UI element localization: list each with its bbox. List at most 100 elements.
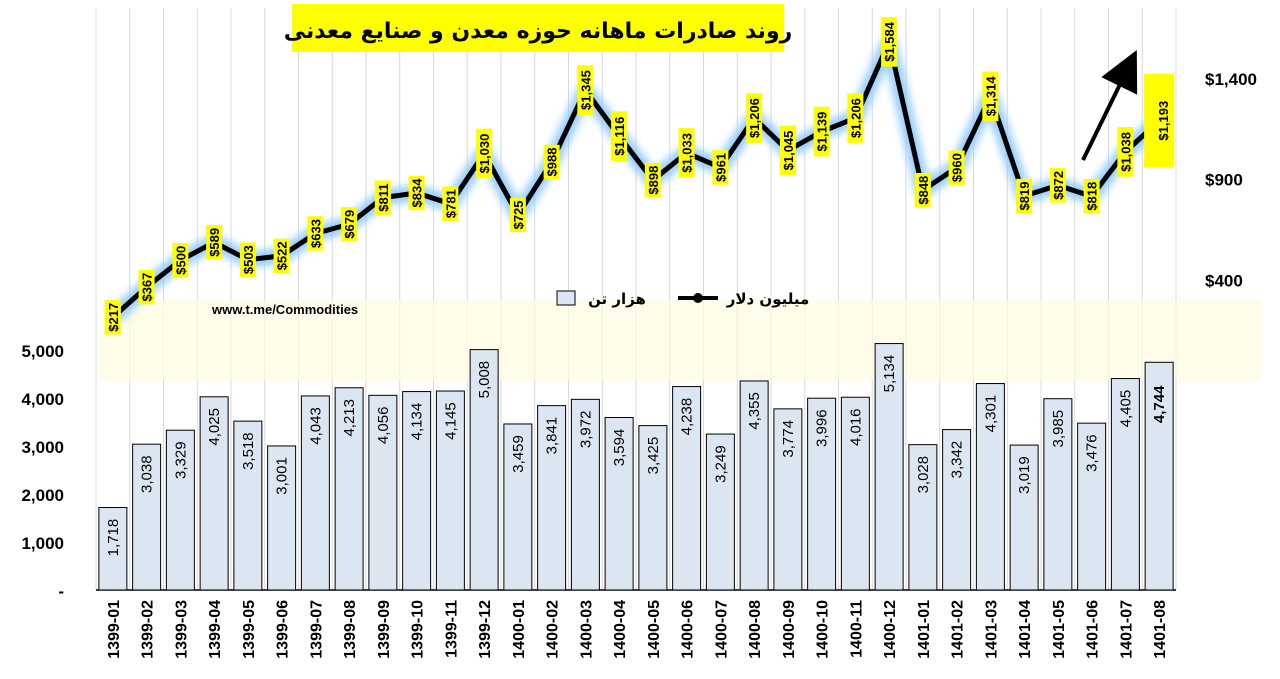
- line-label-box: [374, 180, 391, 215]
- x-tick-1399-10: 1399-10: [410, 600, 427, 659]
- bar-1401-04: [1009, 444, 1039, 591]
- bar-label-1401-07: 4,405: [1117, 390, 1134, 428]
- bar-1399-03: [165, 429, 195, 591]
- line-label-text: $1,038: [1118, 132, 1133, 172]
- line-label-1399-11: $781: [442, 186, 459, 221]
- legend-line-label: میلیون دلار: [726, 290, 810, 308]
- bar-label-1400-04: 3,594: [611, 429, 628, 467]
- line-label-box: [273, 238, 290, 274]
- line-label-1400-02: $988: [543, 144, 560, 180]
- line-label-1400-11: $1,206: [847, 93, 864, 143]
- line-label-box: [746, 93, 763, 143]
- x-tick-1400-12: 1400-12: [882, 600, 899, 659]
- bar-label-1399-06: 3,001: [274, 457, 291, 495]
- bar-label-1400-07: 3,249: [712, 445, 729, 483]
- line-label-box: [476, 128, 493, 179]
- line-label-text: $848: [916, 176, 931, 205]
- bar-1400-01: [503, 423, 533, 591]
- right-tick-1400: $1,400: [1205, 70, 1257, 89]
- line-label-1401-07: $1,038: [1117, 127, 1134, 177]
- chart-title: روند صادرات ماهانه حوزه معدن و صنایع معد…: [284, 4, 792, 52]
- line-label-1400-06: $1,033: [678, 128, 695, 178]
- bar-label-1399-01: 1,718: [105, 519, 122, 557]
- line-label-box: [1016, 178, 1033, 214]
- bar-label-1399-05: 3,518: [240, 432, 257, 470]
- line-label-text: $1,030: [477, 134, 492, 174]
- line-label-1401-02: $960: [948, 150, 965, 185]
- line-label-text: $898: [646, 166, 661, 195]
- x-tick-1399-12: 1399-12: [477, 600, 494, 659]
- line-label-box: [779, 125, 796, 176]
- left-tick-1000: 1,000: [21, 534, 64, 553]
- trend-arrow: [1081, 50, 1138, 161]
- x-tick-1399-03: 1399-03: [173, 600, 190, 659]
- bar-1401-02: [942, 429, 972, 591]
- x-tick-1400-10: 1400-10: [815, 600, 832, 659]
- x-tick-1399-04: 1399-04: [207, 600, 224, 659]
- x-tick-1400-08: 1400-08: [747, 600, 764, 659]
- line-label-text: $1,345: [578, 70, 593, 110]
- line-label-1400-09: $1,045: [779, 125, 796, 176]
- line-label-box: [509, 197, 526, 233]
- bar-1401-06: [1077, 422, 1107, 591]
- line-label-text: $633: [308, 219, 323, 248]
- line-label-1399-09: $811: [374, 180, 391, 215]
- line-label-box: [847, 93, 864, 143]
- line-label-text: $1,314: [983, 76, 998, 117]
- x-tick-1399-11: 1399-11: [443, 600, 460, 658]
- line-label-1401-05: $872: [1049, 168, 1066, 203]
- bar-label-1399-09: 4,056: [375, 407, 392, 445]
- bar-value-labels: 1,718 3,038 3,329 4,025 3,518 3,001 4,043 4,213…: [105, 355, 1168, 557]
- line-label-1400-10: $1,139: [813, 106, 830, 157]
- line-label-1400-04: $1,116: [611, 111, 628, 162]
- bar-label-1401-02: 3,342: [949, 441, 966, 479]
- line-label-box: [881, 17, 898, 67]
- x-tick-1400-05: 1400-05: [646, 600, 663, 659]
- line-label-text: $1,139: [815, 112, 830, 152]
- line-label-text: $988: [545, 148, 560, 177]
- line-label-1401-08: $1,193: [1144, 73, 1175, 168]
- bar-label-1399-10: 4,134: [409, 403, 426, 441]
- x-axis: 1399-01 1399-02 1399-03 1399-04 1399-05 1399-…: [106, 600, 1169, 659]
- line-label-box: [442, 186, 459, 221]
- line-label-box: [1083, 179, 1100, 214]
- line-label-1401-01: $848: [914, 172, 931, 208]
- line-label-box: [104, 300, 121, 335]
- line-label-text: $679: [342, 210, 357, 239]
- line-label-text: $725: [511, 201, 526, 230]
- line-label-box: [914, 172, 931, 208]
- line-value-labels: $217 $367 $500 $589 $503 $522 $633 $679 $811 $834…: [104, 17, 1175, 335]
- line-label-1400-08: $1,206: [746, 93, 763, 143]
- line-label-text: $500: [173, 246, 188, 275]
- bar-1399-10: [402, 391, 432, 591]
- line-label-text: $819: [1017, 182, 1032, 211]
- line-label-box: [138, 269, 155, 305]
- line-label-1399-01: $217: [104, 300, 121, 335]
- bar-label-1400-06: 4,238: [679, 398, 696, 436]
- line-label-text: $1,206: [848, 98, 863, 138]
- line-label-text: $818: [1085, 182, 1100, 211]
- bar-label-1401-01: 3,028: [915, 456, 932, 494]
- right-axis: $400 $900 $1,400: [1205, 70, 1257, 290]
- bar-label-1401-06: 3,476: [1084, 434, 1101, 472]
- left-tick-3000: 3,000: [21, 438, 64, 457]
- line-label-1399-07: $633: [307, 216, 324, 251]
- bar-label-1399-08: 4,213: [341, 399, 358, 437]
- line-label-1401-04: $819: [1016, 178, 1033, 214]
- line-label-1400-01: $725: [509, 197, 526, 233]
- watermark-background: [100, 300, 1260, 380]
- bar-1401-05: [1043, 398, 1073, 591]
- line-label-text: $589: [207, 228, 222, 257]
- line-label-box: [1049, 168, 1066, 203]
- x-tick-1401-07: 1401-07: [1118, 600, 1135, 659]
- line-label-1399-05: $503: [239, 242, 256, 277]
- line-label-box: [982, 71, 999, 122]
- line-label-text: $834: [410, 178, 425, 208]
- x-tick-1401-04: 1401-04: [1017, 600, 1034, 659]
- line-label-box: [712, 150, 729, 185]
- left-tick-2000: 2,000: [21, 486, 64, 505]
- line-label-1400-03: $1,345: [577, 65, 594, 115]
- x-tick-1401-06: 1401-06: [1085, 600, 1102, 659]
- bar-1400-02: [537, 405, 567, 591]
- line-label-text: $1,045: [781, 131, 796, 171]
